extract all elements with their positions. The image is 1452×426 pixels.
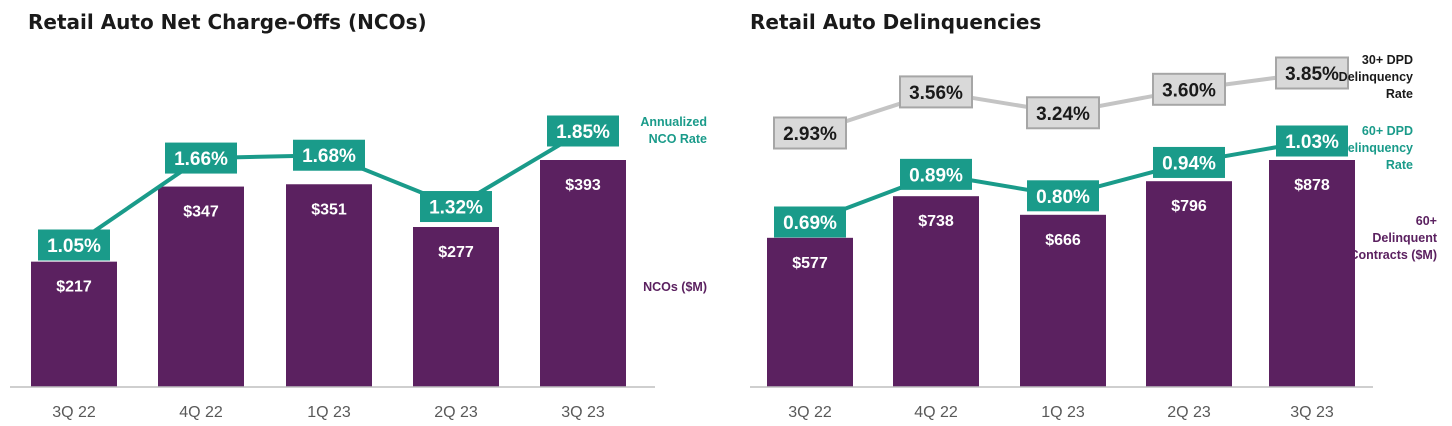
rate-label-box	[1153, 146, 1225, 178]
bar-1-4	[1269, 160, 1355, 387]
x-tick-label: 3Q 23	[561, 404, 605, 421]
bar-value-label: $666	[1045, 232, 1081, 249]
rate-label-box	[1026, 96, 1100, 130]
x-tick-label: 3Q 22	[788, 404, 832, 421]
x-tick-label: 1Q 23	[1041, 404, 1085, 421]
legend-text: 30+ DPD	[1362, 53, 1413, 67]
legend-contracts60: 60+ Delinquent Contracts ($M)	[1349, 214, 1437, 262]
legend-text: 60+	[1416, 214, 1437, 228]
rate-point-1-2-1: 0.89%	[900, 158, 972, 190]
x-tick-label: 3Q 23	[1290, 404, 1334, 421]
bar-0-2	[286, 184, 372, 387]
rate-label-box	[420, 191, 492, 223]
rate-value-label: 0.89%	[909, 165, 963, 186]
rate-point-0-1-3: 1.32%	[420, 191, 492, 223]
bar-0-1	[158, 186, 244, 387]
legend-text: Delinquency	[1339, 70, 1413, 84]
rate-label-box	[774, 206, 846, 238]
chart-title-ncos: Retail Auto Net Charge-Offs (NCOs)	[28, 10, 427, 34]
x-tick-label: 1Q 23	[307, 404, 351, 421]
rate-point-0-1-2: 1.68%	[293, 139, 365, 171]
bar-value-label: $217	[56, 279, 92, 296]
bar-value-label: $277	[438, 244, 474, 261]
bar-1-1	[893, 196, 979, 387]
bar-value-label: $393	[565, 177, 601, 194]
rate-point-1-2-2: 0.80%	[1027, 180, 1099, 212]
rate-point-1-1-3: 3.60%	[1152, 72, 1226, 106]
rate-value-label: 2.93%	[783, 124, 837, 145]
bar-1-2	[1020, 214, 1106, 387]
legend-text: Contracts ($M)	[1349, 248, 1437, 262]
rate-point-0-1-1: 1.66%	[165, 142, 237, 174]
rate-label-box	[1027, 180, 1099, 212]
legend-text: Delinquency	[1339, 141, 1413, 155]
rate-point-1-1-0: 2.93%	[773, 116, 847, 150]
rate-point-1-2-4: 1.03%	[1276, 125, 1348, 157]
rate-label-box	[38, 229, 110, 261]
rate-label-box	[900, 158, 972, 190]
bar-value-label: $738	[918, 213, 954, 230]
legend-nco-rate: Annualized NCO Rate	[640, 115, 707, 146]
rate-value-label: 1.03%	[1285, 132, 1339, 153]
rate-value-label: 3.85%	[1285, 64, 1339, 85]
legend-text: Delinquent	[1372, 231, 1437, 245]
rate-label-box	[773, 116, 847, 150]
x-tick-label: 2Q 23	[434, 404, 478, 421]
bar-1-3	[1146, 181, 1232, 387]
legend-dpd30: 30+ DPD Delinquency Rate	[1339, 53, 1413, 101]
rate-label-box	[165, 142, 237, 174]
rate-value-label: 3.56%	[909, 83, 963, 104]
rate-point-1-2-3: 0.94%	[1153, 146, 1225, 178]
rate-point-0-1-4: 1.85%	[547, 115, 619, 147]
rate-label-box	[899, 75, 973, 109]
rate-value-label: 1.32%	[429, 198, 483, 219]
rate-value-label: 3.24%	[1036, 104, 1090, 125]
x-tick-label: 4Q 22	[179, 404, 223, 421]
bar-value-label: $347	[183, 204, 219, 221]
legend-text: 60+ DPD	[1362, 124, 1413, 138]
rate-value-label: 3.60%	[1162, 80, 1216, 101]
rate-label-box	[1152, 72, 1226, 106]
rate-value-label: 1.85%	[556, 122, 610, 143]
bar-value-label: $796	[1171, 198, 1207, 215]
legend-text: NCOs ($M)	[643, 280, 707, 294]
bar-value-label: $351	[311, 201, 347, 218]
bar-0-0	[31, 261, 117, 387]
rate-value-label: 0.94%	[1162, 153, 1216, 174]
x-tick-label: 3Q 22	[52, 404, 96, 421]
chart-title-delinquencies: Retail Auto Delinquencies	[750, 10, 1042, 34]
rate-point-0-1-0: 1.05%	[38, 229, 110, 261]
rate-value-label: 0.69%	[783, 213, 837, 234]
rate-label-box	[1276, 125, 1348, 157]
rate-label-box	[547, 115, 619, 147]
rate-value-label: 1.05%	[47, 236, 101, 257]
rate-point-1-1-2: 3.24%	[1026, 96, 1100, 130]
x-tick-label: 2Q 23	[1167, 404, 1211, 421]
rate-value-label: 1.66%	[174, 149, 228, 170]
rate-label-box	[1275, 56, 1349, 90]
rate-label-box	[293, 139, 365, 171]
bar-1-0	[767, 237, 853, 387]
bar-0-3	[413, 227, 499, 387]
bar-0-4	[540, 160, 626, 387]
rate-value-label: 0.80%	[1036, 187, 1090, 208]
legend-text: Rate	[1386, 87, 1413, 101]
rate-point-1-1-1: 3.56%	[899, 75, 973, 109]
legend-dpd60: 60+ DPD Delinquency Rate	[1339, 124, 1413, 172]
rate-point-1-1-4: 3.85%	[1275, 56, 1349, 90]
legend-text: Rate	[1386, 158, 1413, 172]
legend-text: NCO Rate	[649, 132, 707, 146]
bar-value-label: $878	[1294, 177, 1330, 194]
legend-text: Annualized	[640, 115, 707, 129]
rate-value-label: 1.68%	[302, 146, 356, 167]
rate-point-1-2-0: 0.69%	[774, 206, 846, 238]
bar-value-label: $577	[792, 255, 828, 272]
legend-ncos: NCOs ($M)	[643, 280, 707, 294]
x-tick-label: 4Q 22	[914, 404, 958, 421]
